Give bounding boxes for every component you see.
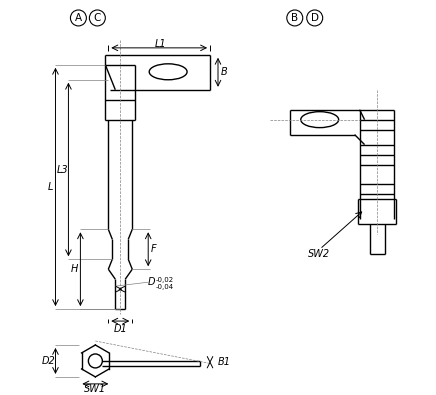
Text: D2: D2 [41,356,55,366]
Text: D: D [311,13,319,23]
Text: B1: B1 [218,357,231,367]
Text: L: L [48,182,53,192]
Text: -0,02: -0,02 [155,277,173,283]
Text: L1: L1 [154,39,166,49]
Text: -0,04: -0,04 [155,284,173,290]
Text: D1: D1 [113,324,127,334]
Text: F: F [150,244,156,254]
Text: B: B [221,67,227,77]
Text: B: B [291,13,298,23]
Text: SW1: SW1 [84,384,106,394]
Text: H: H [71,264,78,274]
Text: D: D [148,277,156,287]
Text: L3: L3 [57,164,68,175]
Text: C: C [94,13,101,23]
Text: SW2: SW2 [308,249,330,259]
Text: A: A [75,13,82,23]
